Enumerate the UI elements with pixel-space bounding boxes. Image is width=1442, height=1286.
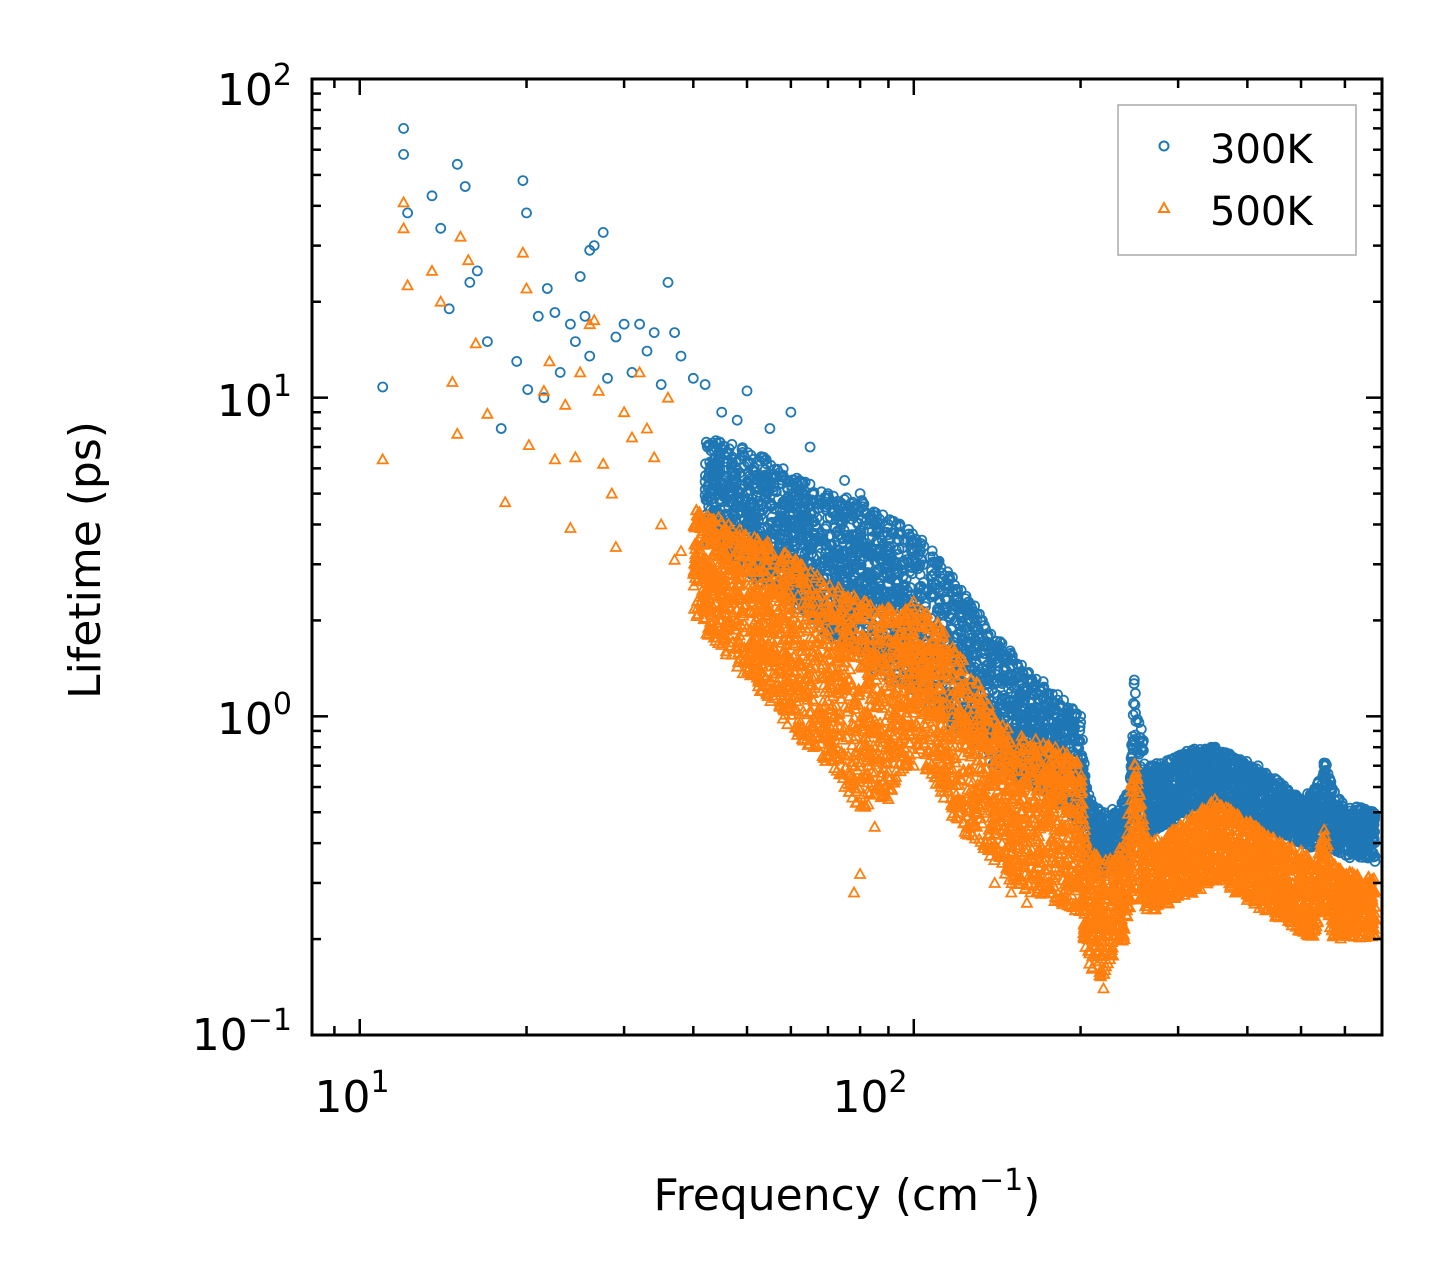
data-layer	[376, 122, 1382, 994]
data-point	[926, 545, 938, 557]
data-point	[762, 522, 774, 534]
